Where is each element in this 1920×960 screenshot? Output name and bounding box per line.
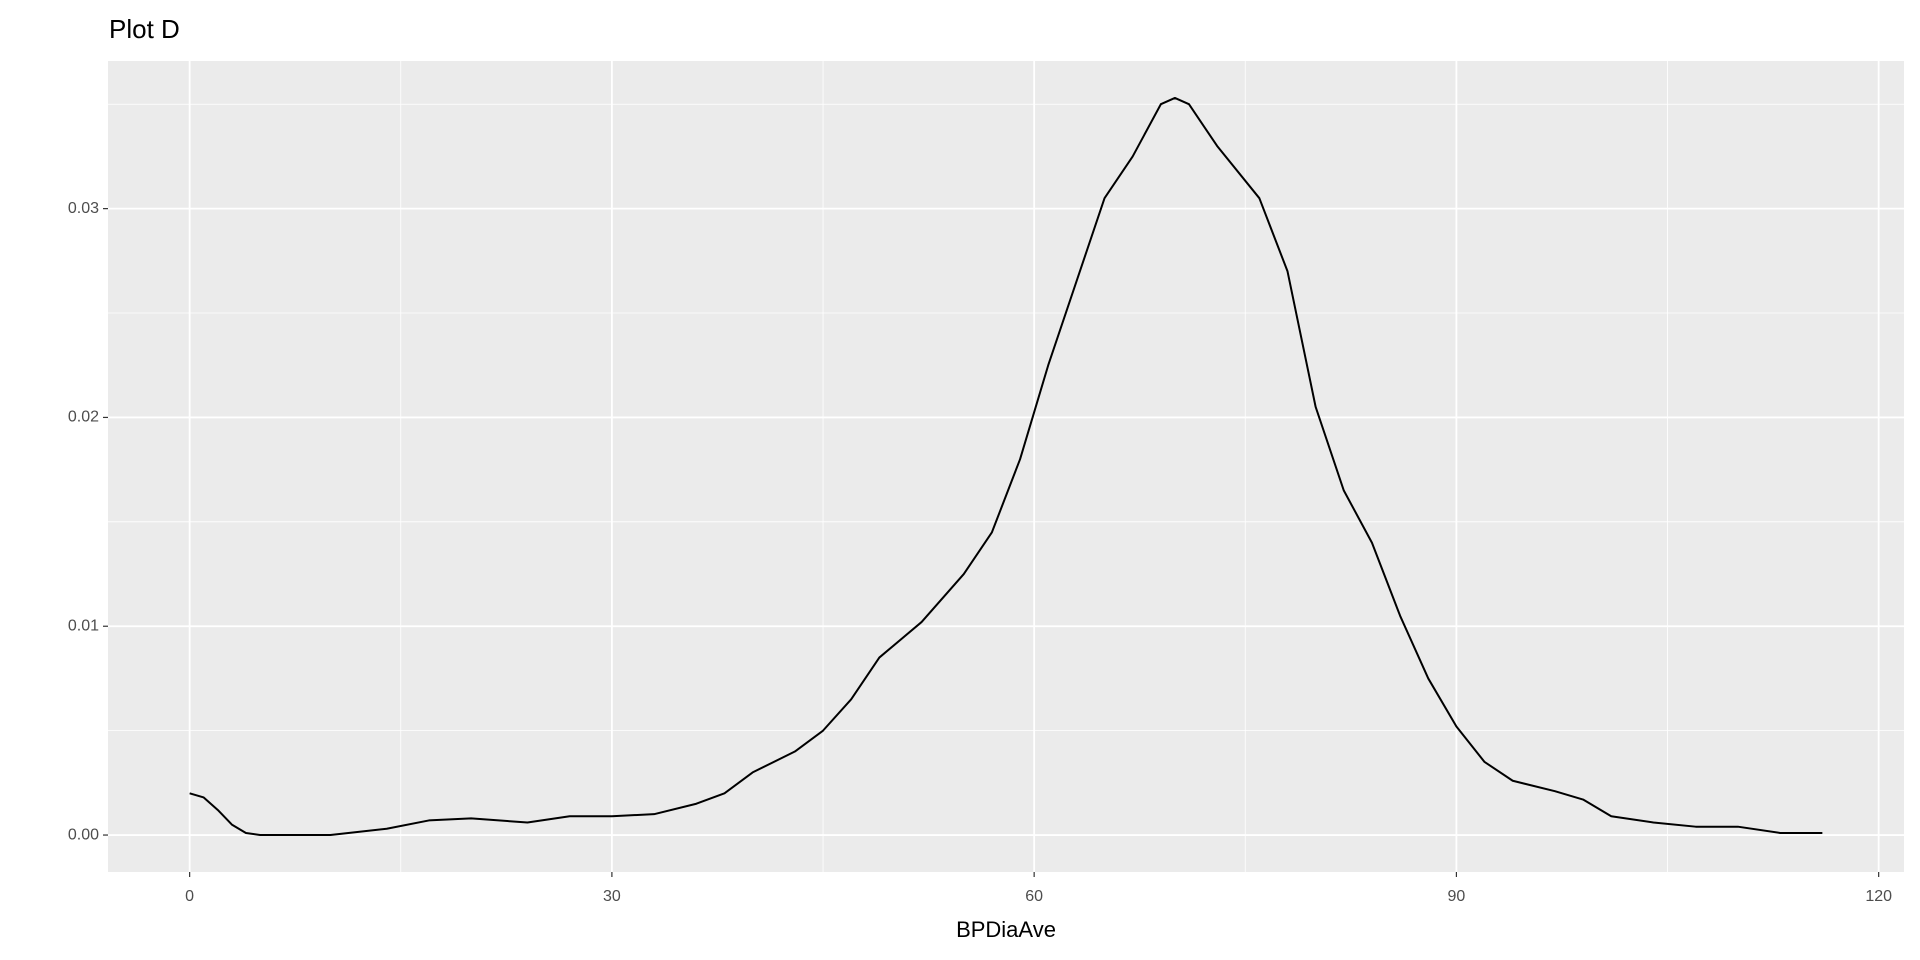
x-tick-label: 90 (1448, 888, 1466, 905)
density-line (189, 96, 1823, 837)
x-axis-label: BPDiaAve (956, 917, 1056, 942)
x-tick-label: 120 (1865, 888, 1892, 905)
x-tick-label: 0 (185, 888, 194, 905)
x-tick-label: 60 (1025, 888, 1043, 905)
x-tick-label: 30 (603, 888, 621, 905)
chart-title: Plot D (109, 14, 180, 44)
panel (108, 61, 1904, 872)
y-tick-label: 0.00 (68, 826, 99, 843)
y-tick-label: 0.02 (68, 409, 99, 426)
y-tick-label: 0.01 (68, 617, 99, 634)
y-tick-label: 0.03 (68, 200, 99, 217)
